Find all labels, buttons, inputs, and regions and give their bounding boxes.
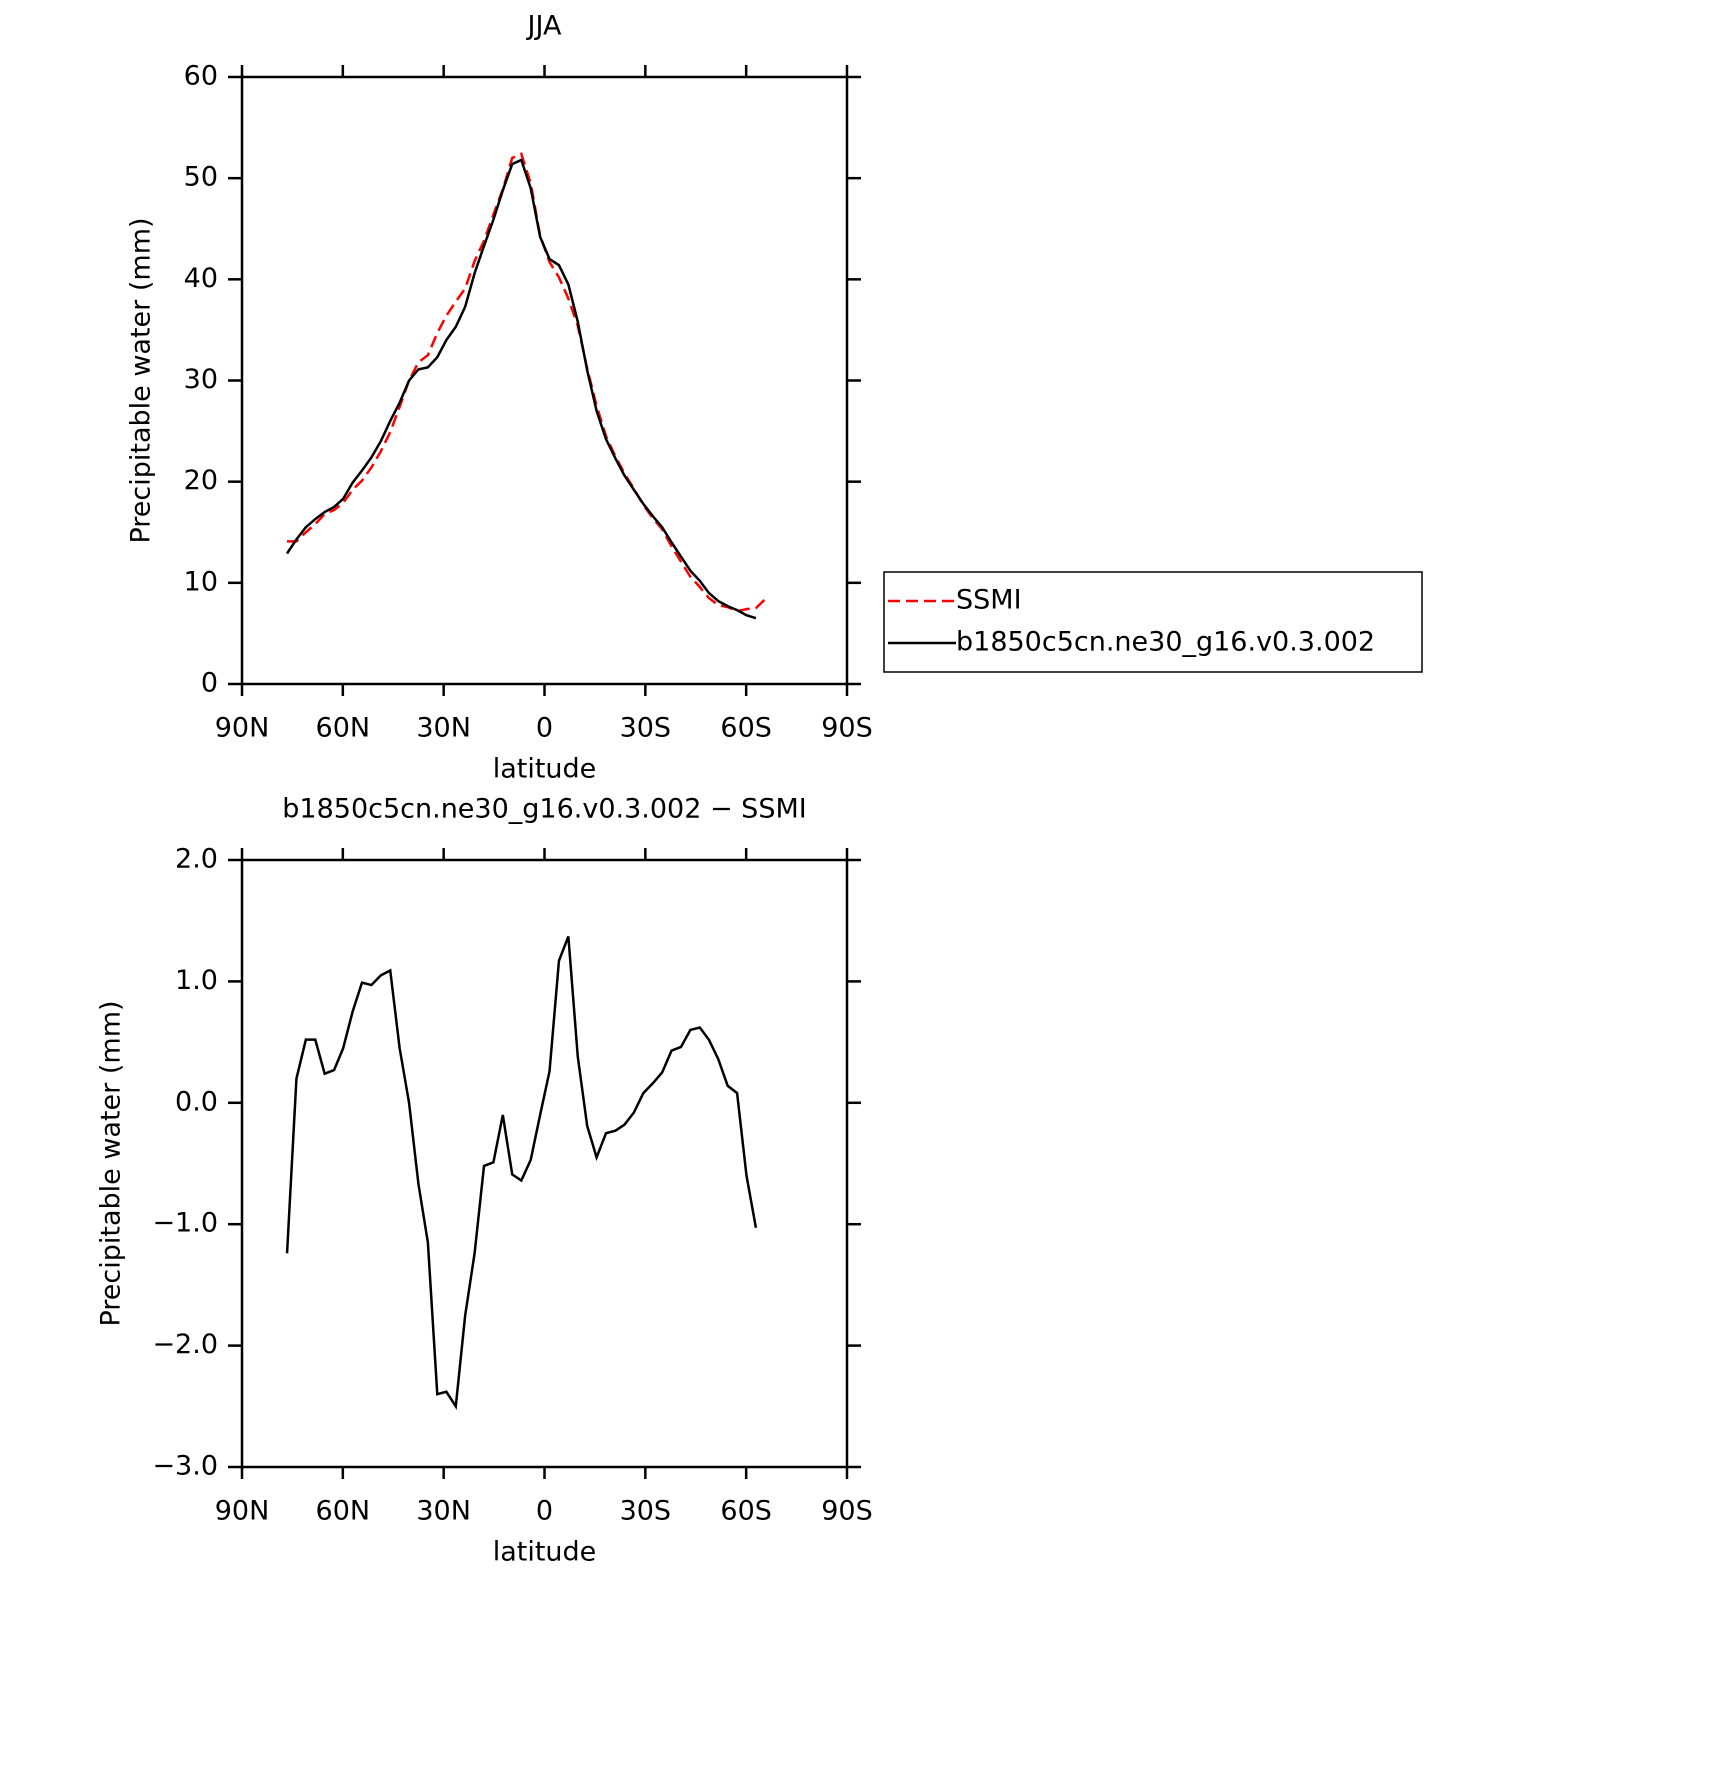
y-axis-label: Precipitable water (mm) <box>126 217 157 543</box>
y-tick-label: 1.0 <box>175 965 218 996</box>
chart-title: b1850c5cn.ne30_g16.v0.3.002 − SSMI <box>282 794 806 825</box>
y-tick-label: 30 <box>184 364 218 395</box>
x-tick-label: 60S <box>720 1496 772 1527</box>
data-line <box>287 152 767 613</box>
y-tick-label: 40 <box>184 263 218 294</box>
legend-box <box>883 571 1423 673</box>
x-tick-label: 90N <box>215 713 270 744</box>
chart-title: JJA <box>526 11 562 42</box>
x-tick-label: 90S <box>821 1496 873 1527</box>
x-tick-label: 30N <box>416 1496 471 1527</box>
x-tick-label: 30S <box>620 1496 672 1527</box>
legend-label: SSMI <box>956 585 1022 616</box>
x-tick-label: 0 <box>536 713 553 744</box>
x-axis-label: latitude <box>493 754 597 785</box>
data-line <box>285 158 757 620</box>
x-tick-label: 60N <box>316 1496 371 1527</box>
x-tick-label: 60S <box>720 713 772 744</box>
y-axis-label: Precipitable water (mm) <box>96 1000 127 1326</box>
x-axis-label: latitude <box>493 1537 597 1568</box>
plot-frame <box>240 858 849 1469</box>
plot-frame <box>240 75 849 686</box>
y-tick-label: 0 <box>201 668 218 699</box>
legend-label: b1850c5cn.ne30_g16.v0.3.002 <box>956 627 1375 658</box>
x-tick-label: 60N <box>316 713 371 744</box>
y-tick-label: 50 <box>184 162 218 193</box>
data-line <box>285 936 758 1410</box>
x-tick-label: 90N <box>215 1496 270 1527</box>
x-tick-label: 90S <box>821 713 873 744</box>
y-tick-label: 10 <box>184 566 218 597</box>
y-tick-label: 2.0 <box>175 844 218 875</box>
y-tick-label: 60 <box>184 61 218 92</box>
x-tick-label: 30S <box>620 713 672 744</box>
x-tick-label: 30N <box>416 713 471 744</box>
x-tick-label: 0 <box>536 1496 553 1527</box>
y-tick-label: 20 <box>184 465 218 496</box>
y-tick-label: −1.0 <box>152 1208 218 1239</box>
y-tick-label: −3.0 <box>152 1451 218 1482</box>
y-tick-label: 0.0 <box>175 1086 218 1117</box>
y-tick-label: −2.0 <box>152 1329 218 1360</box>
